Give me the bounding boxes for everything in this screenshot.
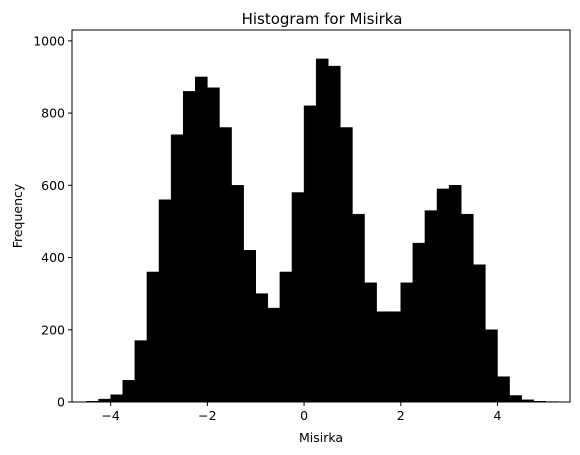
histogram-bar — [267, 307, 281, 403]
histogram-bar — [352, 213, 365, 403]
y-axis: 0 200 400 600 800 1000 — [33, 33, 72, 410]
histogram-bar — [460, 213, 474, 403]
histogram-bars — [86, 58, 559, 403]
histogram-bar — [315, 58, 329, 403]
histogram-bar — [110, 394, 124, 403]
x-tick-label: 0 — [300, 408, 308, 423]
histogram-bar — [412, 242, 426, 403]
histogram-bar — [231, 185, 244, 403]
y-tick-label: 1000 — [33, 33, 65, 48]
histogram-bar — [400, 282, 414, 403]
histogram-bar — [473, 264, 486, 403]
x-tick-label: 2 — [397, 408, 405, 423]
x-axis: −4 −2 0 2 4 — [101, 402, 501, 423]
histogram-bar — [448, 185, 462, 403]
histogram-bar — [195, 76, 208, 403]
histogram-bar — [509, 395, 522, 403]
histogram-bar — [243, 250, 256, 403]
histogram-bar — [122, 380, 136, 403]
histogram-bar — [182, 91, 196, 403]
x-tick-label: −4 — [101, 408, 119, 423]
y-tick-label: 600 — [41, 178, 65, 193]
histogram-bar — [388, 311, 402, 403]
histogram-bar — [328, 65, 341, 403]
y-tick-label: 800 — [41, 106, 65, 121]
plot-frame — [71, 29, 571, 403]
histogram-bar — [279, 271, 293, 403]
histogram-bar — [436, 188, 450, 403]
histogram-bar — [303, 105, 317, 403]
histogram-bar — [376, 311, 389, 403]
histogram-bar — [497, 376, 510, 403]
histogram-bar — [424, 210, 438, 403]
x-axis-label: Misirka — [299, 430, 343, 445]
histogram-bar — [255, 293, 269, 403]
y-tick-label: 200 — [41, 322, 65, 337]
histogram-bar — [340, 127, 353, 403]
histogram-bar — [134, 340, 148, 403]
histogram-bar — [291, 192, 305, 403]
histogram-bar — [146, 271, 160, 403]
histogram-bar — [364, 282, 377, 403]
histogram-bar — [219, 127, 232, 403]
histogram-bar — [170, 134, 184, 403]
histogram-bar — [207, 87, 220, 403]
histogram-bar — [158, 199, 172, 403]
chart-title: Histogram for Misirka — [242, 10, 403, 28]
y-tick-label: 400 — [41, 250, 65, 265]
x-tick-label: 4 — [493, 408, 501, 423]
histogram-bar — [485, 329, 498, 403]
y-tick-label: 0 — [57, 395, 65, 410]
x-tick-label: −2 — [198, 408, 216, 423]
y-axis-label: Frequency — [10, 183, 25, 248]
